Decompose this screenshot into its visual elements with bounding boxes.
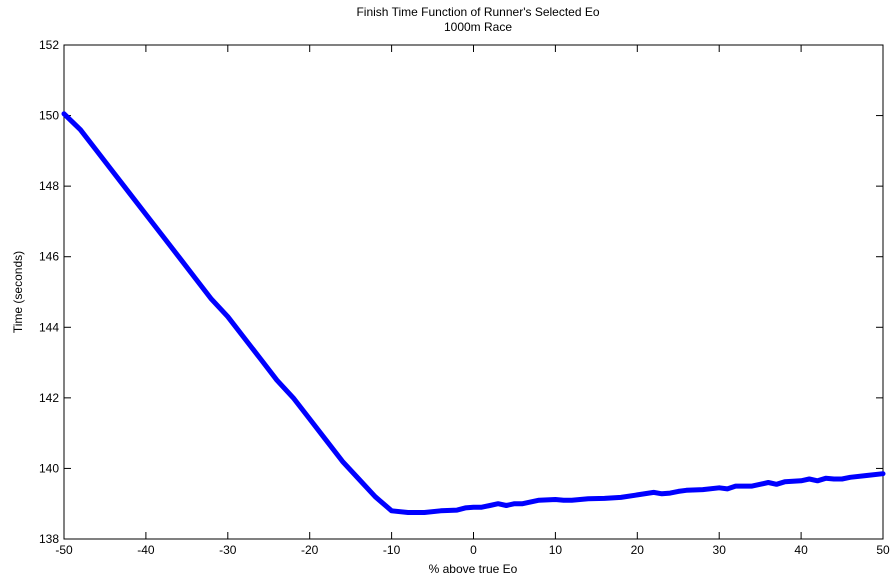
y-tick-label: 150 xyxy=(39,109,59,123)
x-tick-label: -40 xyxy=(137,543,155,557)
y-axis: 138 140 142 144 146 148 150 152 xyxy=(39,38,883,546)
x-axis-label: % above true Eo xyxy=(429,562,518,576)
y-tick-label: 138 xyxy=(39,532,59,546)
x-tick-label: -30 xyxy=(219,543,237,557)
chart-title: Finish Time Function of Runner's Selecte… xyxy=(356,5,599,19)
plot-area xyxy=(63,44,884,540)
chart-subtitle: 1000m Race xyxy=(444,20,512,34)
x-tick-label: -10 xyxy=(383,543,401,557)
x-tick-label: 30 xyxy=(713,543,727,557)
y-tick-label: 146 xyxy=(39,250,59,264)
x-tick-label: -50 xyxy=(55,543,73,557)
y-tick-label: 152 xyxy=(39,38,59,52)
x-tick-label: 20 xyxy=(631,543,645,557)
x-axis: -50 -40 -30 -20 -10 0 10 20 30 40 50 xyxy=(55,45,890,557)
x-tick-label: 10 xyxy=(549,543,563,557)
y-tick-label: 144 xyxy=(39,320,59,334)
x-tick-label: 0 xyxy=(470,543,477,557)
x-tick-label: -20 xyxy=(301,543,319,557)
x-tick-label: 50 xyxy=(876,543,890,557)
x-tick-label: 40 xyxy=(794,543,808,557)
series-line xyxy=(61,111,886,515)
y-tick-label: 140 xyxy=(39,461,59,475)
y-axis-label: Time (seconds) xyxy=(11,251,25,333)
y-tick-label: 148 xyxy=(39,179,59,193)
y-tick-label: 142 xyxy=(39,391,59,405)
